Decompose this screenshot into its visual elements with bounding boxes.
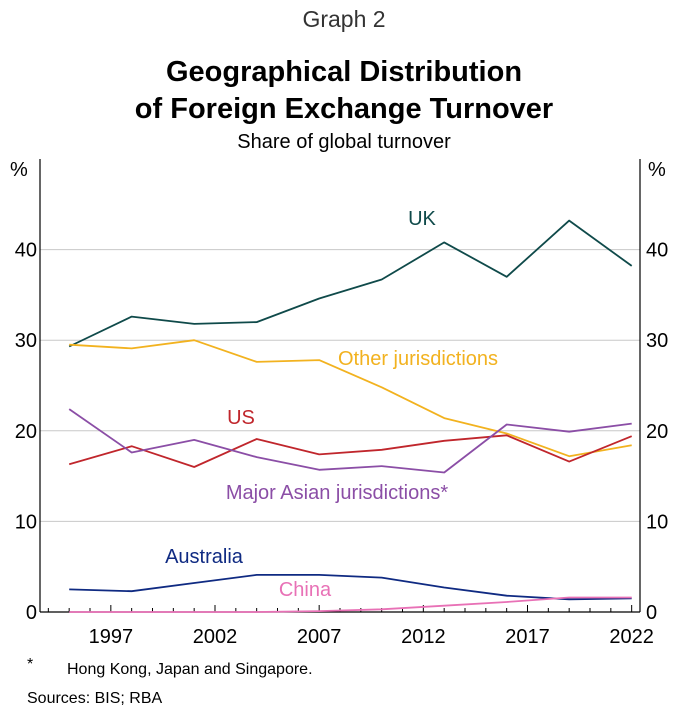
footnote-mark: * <box>27 656 34 673</box>
y-tick-label-left: 0 <box>26 602 37 624</box>
series-line-china <box>69 596 632 613</box>
series-label-australia: Australia <box>165 546 244 568</box>
series-line-uk <box>68 219 633 348</box>
chart-title-line-1: Geographical Distribution <box>165 56 523 88</box>
series-lines <box>68 219 633 613</box>
x-tick-label: 2007 <box>297 626 342 648</box>
line-chart: UK Other jurisdictions US Major Asian juris… <box>10 159 668 648</box>
footnote-text: Hong Kong, Japan and Singapore. <box>67 661 313 678</box>
y-tick-label-right: 10 <box>646 511 668 533</box>
y-unit-right: % <box>648 159 666 181</box>
y-unit-left: % <box>10 159 28 181</box>
y-tick-label-left: 30 <box>15 330 37 352</box>
series-line-major-asian-jurisdictions <box>68 408 632 474</box>
graph-number: Graph 2 <box>302 6 386 32</box>
chart-subtitle: Share of global turnover <box>237 131 451 153</box>
series-label-china: China <box>279 579 332 601</box>
gridlines <box>40 249 640 522</box>
chart-title-line-2: of Foreign Exchange Turnover <box>134 93 554 125</box>
sources-note: Sources: BIS; RBA <box>27 690 163 707</box>
x-tick-label: 2017 <box>505 626 550 648</box>
x-tick-label: 1997 <box>89 626 134 648</box>
series-labels: UK Other jurisdictions US Major Asian juris… <box>165 208 498 601</box>
series-label-uk: UK <box>408 208 436 230</box>
series-line-australia <box>69 574 632 601</box>
plot-frame <box>39 159 641 613</box>
x-tick-label: 2012 <box>401 626 446 648</box>
y-tick-label-right: 30 <box>646 330 668 352</box>
footnote: * Hong Kong, Japan and Singapore. <box>27 656 313 679</box>
y-tick-label-left: 20 <box>15 421 37 443</box>
axis-labels: 0 0 10 10 20 20 30 30 40 40% % 1997 2002 2007 2012 2017… <box>10 159 668 648</box>
series-label-other-jurisdictions: Other jurisdictions <box>338 348 498 370</box>
y-tick-label-right: 0 <box>646 602 657 624</box>
series-label-us: US <box>227 407 255 429</box>
series-line-us <box>68 434 633 468</box>
y-tick-label-right: 40 <box>646 240 668 262</box>
x-tick-label: 2022 <box>609 626 654 648</box>
series-line-other-jurisdictions <box>69 339 632 458</box>
chart-title: Geographical Distribution of Foreign Exc… <box>0 54 688 128</box>
y-tick-label-right: 20 <box>646 421 668 443</box>
y-tick-label-left: 10 <box>15 511 37 533</box>
y-tick-label-left: 40 <box>15 240 37 262</box>
x-tick-label: 2002 <box>193 626 238 648</box>
series-label-major-asian-jurisdictions: Major Asian jurisdictions* <box>226 482 449 504</box>
